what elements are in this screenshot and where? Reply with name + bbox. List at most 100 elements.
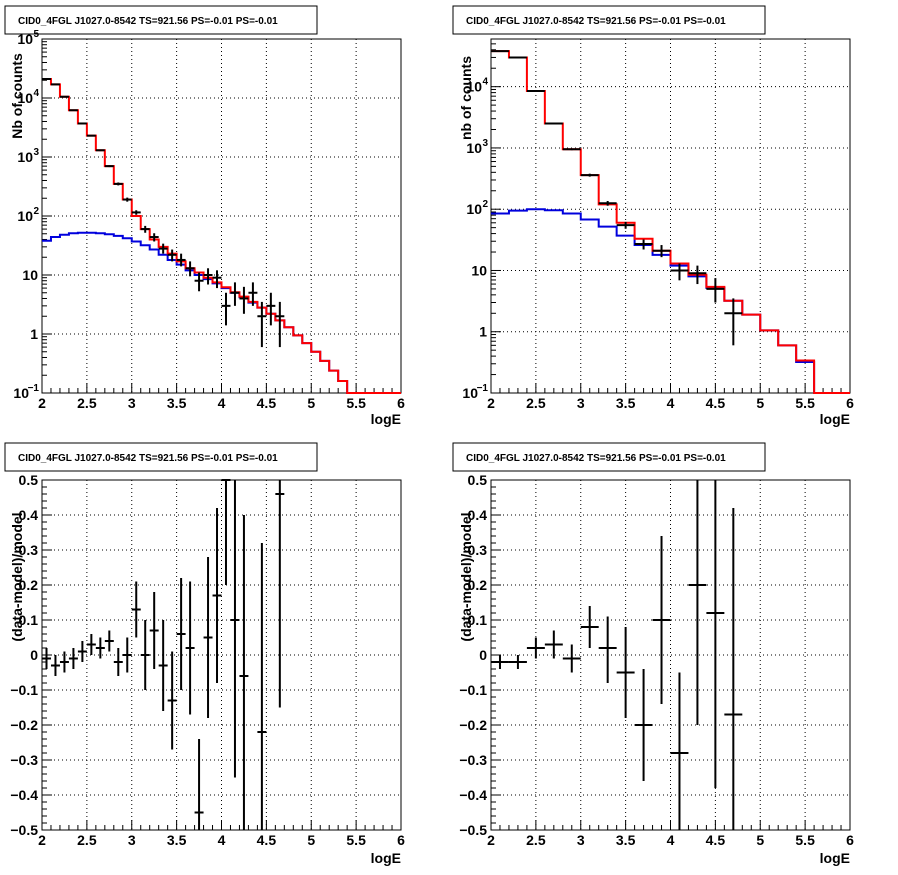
- residual-point: [598, 616, 617, 683]
- residual-point: [140, 620, 150, 690]
- y-tick-label: 0.2: [468, 577, 488, 593]
- y-tick-label: 10: [462, 385, 478, 401]
- y-tick-label: 10: [17, 90, 33, 106]
- y-tick-exponent: 4: [482, 77, 488, 88]
- x-tick-label: 4: [667, 832, 675, 848]
- y-tick-label: −0.4: [459, 787, 487, 803]
- x-tick-label: 2.5: [526, 832, 546, 848]
- residual-point: [176, 578, 186, 690]
- data-point: [113, 182, 123, 186]
- data-point: [616, 221, 635, 229]
- x-tick-label: 4: [218, 832, 226, 848]
- residual-point: [131, 581, 141, 638]
- data-point: [59, 95, 69, 98]
- plot-title: CID0_4FGL J1027.0-8542 TS=921.56 PS=-0.0…: [466, 16, 726, 27]
- plot-title: CID0_4FGL J1027.0-8542 TS=921.56 PS=-0.0…: [18, 16, 278, 27]
- data-point: [598, 201, 617, 206]
- x-tick-label: 3.5: [616, 832, 636, 848]
- y-tick-label: −0.2: [459, 717, 487, 733]
- y-tick-label: −0.4: [10, 787, 38, 803]
- residual-point: [212, 508, 222, 683]
- data-point: [122, 197, 132, 202]
- x-tick-label: 2: [38, 395, 46, 411]
- data-point: [167, 249, 177, 262]
- x-tick-label: 3.5: [616, 395, 636, 411]
- data-point: [239, 286, 249, 314]
- residual-point: [239, 515, 249, 830]
- residual-points: [42, 479, 285, 830]
- plot-title: CID0_4FGL J1027.0-8542 TS=921.56 PS=-0.0…: [18, 453, 278, 464]
- data-point: [248, 282, 258, 306]
- residual-point: [167, 651, 177, 750]
- data-point: [706, 278, 725, 303]
- x-axis-label: logE: [371, 850, 401, 866]
- panel-residuals-right: CID0_4FGL J1027.0-8542 TS=921.56 PS=-0.0…: [452, 442, 854, 866]
- y-tick-label: 10: [17, 149, 33, 165]
- title-box: CID0_4FGL J1027.0-8542 TS=921.56 PS=-0.0…: [4, 442, 318, 472]
- residual-point: [122, 637, 132, 673]
- data-points: [491, 50, 743, 346]
- panel-counts-left: CID0_4FGL J1027.0-8542 TS=921.56 PS=-0.0…: [4, 5, 405, 427]
- residual-point: [688, 480, 707, 725]
- x-tick-label: 2: [38, 832, 46, 848]
- y-tick-label: 10: [466, 79, 482, 95]
- residual-point: [104, 630, 114, 652]
- y-tick-label: 0.5: [19, 472, 39, 488]
- data-point: [266, 292, 276, 326]
- x-tick-label: 5.5: [795, 832, 815, 848]
- x-tick-label: 6: [397, 832, 405, 848]
- y-tick-label: −0.3: [459, 752, 487, 768]
- residual-point: [185, 581, 195, 715]
- y-tick-exponent: 3: [33, 147, 39, 158]
- x-tick-label: 2: [487, 832, 495, 848]
- y-tick-label: 10: [17, 31, 33, 47]
- y-tick-label: 10: [13, 385, 29, 401]
- x-tick-label: 5.5: [346, 832, 366, 848]
- x-tick-label: 3: [128, 832, 136, 848]
- y-tick-label: 10: [466, 140, 482, 156]
- y-tick-label: 0: [479, 647, 487, 663]
- y-tick-exponent: 4: [33, 88, 39, 99]
- panel-residuals-left: CID0_4FGL J1027.0-8542 TS=921.56 PS=-0.0…: [4, 442, 405, 866]
- y-tick-label: 10: [471, 262, 487, 278]
- data-point: [221, 292, 231, 326]
- data-point: [68, 109, 78, 112]
- y-tick-label: 10: [466, 201, 482, 217]
- residual-point: [149, 592, 159, 669]
- y-tick-label: −0.1: [10, 682, 38, 698]
- residual-point: [59, 651, 69, 673]
- data-point: [50, 83, 60, 86]
- residual-point: [95, 637, 105, 659]
- y-tick-label: 0.4: [468, 507, 488, 523]
- x-tick-label: 2: [487, 395, 495, 411]
- x-tick-label: 2.5: [77, 832, 97, 848]
- y-tick-label: 0.5: [468, 472, 488, 488]
- residual-point: [42, 648, 51, 669]
- x-tick-label: 5.5: [346, 395, 366, 411]
- data-point: [526, 89, 545, 92]
- residual-point: [562, 644, 581, 673]
- y-tick-label: 0.3: [19, 542, 39, 558]
- y-tick-label: −0.5: [459, 822, 487, 838]
- residual-point: [230, 480, 240, 778]
- residual-point: [491, 655, 509, 669]
- y-tick-exponent: 3: [482, 138, 488, 149]
- data-point: [203, 268, 213, 285]
- y-tick-label: 10: [17, 208, 33, 224]
- x-axis-label: logE: [371, 411, 401, 427]
- residual-point: [221, 479, 231, 585]
- x-tick-label: 3.5: [167, 395, 187, 411]
- x-tick-label: 5.5: [795, 395, 815, 411]
- residual-point: [257, 543, 267, 830]
- data-point: [688, 265, 707, 285]
- y-tick-label: 1: [30, 326, 38, 342]
- residual-point: [706, 480, 725, 788]
- title-box: CID0_4FGL J1027.0-8542 TS=921.56 PS=-0.0…: [452, 5, 766, 35]
- residual-point: [580, 606, 599, 648]
- x-tick-label: 6: [846, 395, 854, 411]
- data-point: [670, 263, 689, 281]
